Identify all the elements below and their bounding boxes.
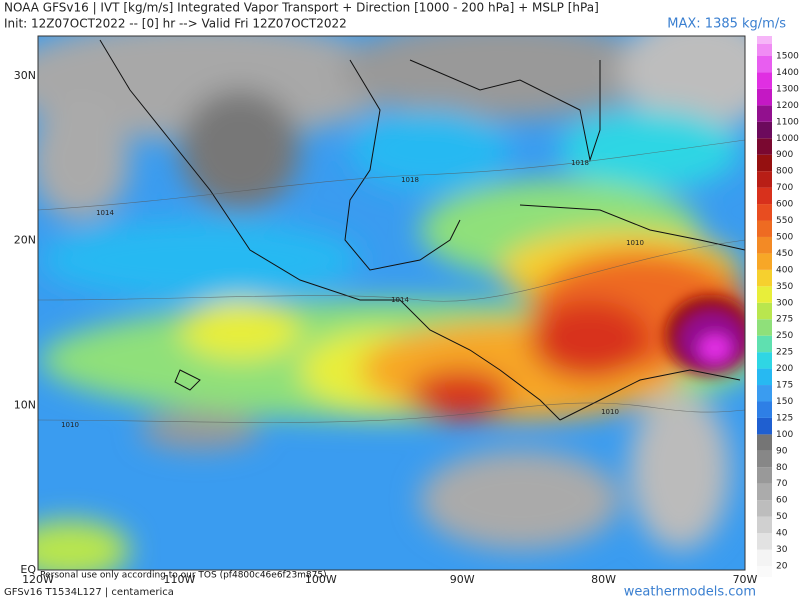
map: 1018 1018 1014 1014 1010 1010 1010 bbox=[38, 36, 745, 570]
colorbar-swatch bbox=[757, 220, 772, 237]
colorbar-swatch bbox=[757, 72, 772, 89]
colorbar-label: 275 bbox=[776, 315, 793, 325]
colorbar-label: 900 bbox=[776, 150, 793, 160]
colorbar-label: 1500 bbox=[776, 52, 799, 62]
isobar-label: 1010 bbox=[626, 239, 644, 247]
isobar-label: 1018 bbox=[571, 159, 589, 167]
colorbar-top-swatch bbox=[757, 36, 772, 44]
colorbar-label: 50 bbox=[776, 512, 788, 522]
subtitle: Init: 12Z07OCT2022 -- [0] hr --> Valid F… bbox=[4, 17, 347, 31]
colorbar-label: 450 bbox=[776, 249, 793, 259]
colorbar-label: 1200 bbox=[776, 101, 799, 111]
max-label: MAX: 1385 kg/m/s bbox=[667, 17, 786, 32]
colorbar-label: 20 bbox=[776, 562, 788, 572]
latitude-label: 30N bbox=[14, 69, 36, 82]
colorbar-swatch bbox=[757, 269, 772, 287]
hurricane-core bbox=[665, 295, 745, 375]
ivt-field bbox=[38, 36, 745, 570]
colorbar-swatch bbox=[757, 253, 772, 270]
colorbar-swatch bbox=[757, 236, 772, 254]
colorbar-swatch bbox=[757, 467, 772, 484]
colorbar-label: 175 bbox=[776, 381, 793, 391]
colorbar-swatch bbox=[757, 56, 772, 73]
disclaimer: Personal use only according to our TOS (… bbox=[40, 571, 327, 581]
colorbar-label: 70 bbox=[776, 479, 788, 489]
latitude-label: 10N bbox=[14, 398, 36, 411]
site-label: weathermodels.com bbox=[624, 585, 756, 600]
colorbar-swatch bbox=[757, 549, 772, 566]
colorbar-swatch bbox=[757, 516, 772, 534]
isobar-label: 1018 bbox=[401, 176, 419, 184]
colorbar-swatch bbox=[757, 401, 772, 418]
colorbar-label: 400 bbox=[776, 265, 793, 275]
colorbar-swatch bbox=[757, 88, 772, 106]
colorbar-swatch bbox=[757, 154, 772, 172]
colorbar-swatch bbox=[757, 302, 772, 320]
isobar-label: 1010 bbox=[61, 421, 79, 429]
model-label: GFSv16 T1534L127 | centamerica bbox=[4, 587, 174, 598]
isobar-label: 1014 bbox=[96, 209, 114, 217]
longitude-label: 100W bbox=[305, 573, 337, 586]
colorbar-swatch bbox=[757, 121, 772, 139]
colorbar-label: 1300 bbox=[776, 84, 799, 94]
colorbar-label: 125 bbox=[776, 413, 793, 423]
colorbar-swatch bbox=[757, 138, 772, 155]
colorbar-swatch bbox=[757, 187, 772, 205]
longitude-label: 110W bbox=[163, 573, 195, 586]
title: NOAA GFSv16 | IVT [kg/m/s] Integrated Va… bbox=[4, 1, 599, 15]
colorbar-swatch bbox=[757, 286, 772, 303]
colorbar-label: 100 bbox=[776, 430, 793, 440]
colorbar-label: 150 bbox=[776, 397, 793, 407]
colorbar-swatch bbox=[757, 417, 772, 435]
colorbar-label: 1100 bbox=[776, 117, 799, 127]
colorbar-swatch bbox=[757, 483, 772, 501]
longitude-label: 90W bbox=[450, 573, 475, 586]
colorbar-label: 40 bbox=[776, 529, 788, 539]
longitude-label: 70W bbox=[733, 573, 758, 586]
colorbar-label: 1000 bbox=[776, 134, 799, 144]
colorbar-label: 250 bbox=[776, 331, 793, 341]
colorbar-label: 300 bbox=[776, 298, 793, 308]
latitude-label: EQ bbox=[20, 563, 36, 576]
colorbar-label: 30 bbox=[776, 545, 788, 555]
colorbar-label: 225 bbox=[776, 348, 793, 358]
isobars bbox=[38, 139, 745, 423]
colorbar-label: 1400 bbox=[776, 68, 799, 78]
colorbar-swatch bbox=[757, 105, 772, 122]
colorbar-label: 500 bbox=[776, 232, 793, 242]
colorbar-swatch bbox=[757, 566, 772, 577]
latitude-label: 20N bbox=[14, 234, 36, 247]
colorbar-swatch bbox=[757, 352, 772, 369]
isobar-label: 1010 bbox=[601, 408, 619, 416]
colorbar-label: 90 bbox=[776, 446, 788, 456]
colorbar-label: 80 bbox=[776, 463, 788, 473]
colorbar-label: 550 bbox=[776, 216, 793, 226]
colorbar-swatch bbox=[757, 204, 772, 221]
colorbar-swatch bbox=[757, 171, 772, 188]
colorbar-label: 600 bbox=[776, 200, 793, 210]
colorbar-swatch bbox=[757, 319, 772, 336]
colorbar-swatch bbox=[757, 434, 772, 451]
colorbar-label: 60 bbox=[776, 496, 788, 506]
isobar-label: 1014 bbox=[391, 296, 409, 304]
longitude-label: 80W bbox=[591, 573, 616, 586]
colorbar-swatch bbox=[757, 450, 772, 468]
colorbar-swatch bbox=[757, 335, 772, 353]
colorbar-label: 200 bbox=[776, 364, 793, 374]
colorbar-label: 350 bbox=[776, 282, 793, 292]
longitude-label: 120W bbox=[22, 573, 54, 586]
colorbar-swatch bbox=[757, 533, 772, 550]
map-frame bbox=[37, 35, 746, 571]
colorbar-label: 800 bbox=[776, 167, 793, 177]
colorbar-label: 700 bbox=[776, 183, 793, 193]
coastlines bbox=[99, 39, 745, 421]
colorbar-swatch bbox=[757, 385, 772, 402]
colorbar-swatch bbox=[757, 500, 772, 517]
colorbar-swatch bbox=[757, 368, 772, 386]
